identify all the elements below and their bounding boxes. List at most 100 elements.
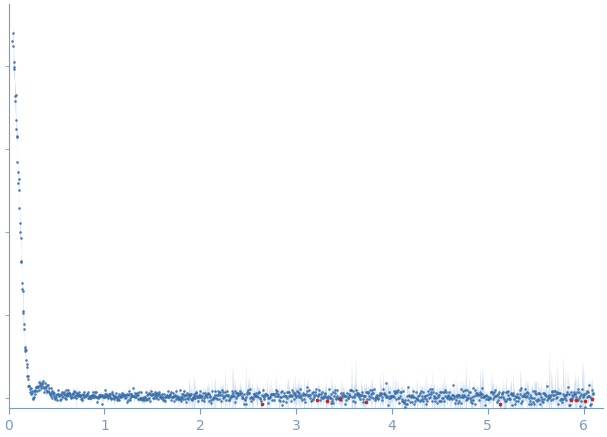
Point xyxy=(484,394,493,401)
Point xyxy=(387,393,396,400)
Point xyxy=(430,397,440,404)
Point xyxy=(401,401,411,408)
Point xyxy=(455,398,464,405)
Point xyxy=(143,392,152,399)
Point xyxy=(99,393,109,400)
Point xyxy=(395,388,405,395)
Point xyxy=(213,388,223,395)
Point xyxy=(569,388,579,395)
Point xyxy=(276,393,286,400)
Point xyxy=(358,395,368,402)
Point xyxy=(191,395,200,402)
Point xyxy=(327,398,337,405)
Point xyxy=(393,387,403,394)
Point xyxy=(409,393,419,400)
Point xyxy=(338,390,348,397)
Point xyxy=(293,392,302,399)
Point xyxy=(15,205,24,212)
Point xyxy=(392,388,402,395)
Point xyxy=(19,343,29,350)
Point xyxy=(129,393,139,400)
Point xyxy=(110,393,120,400)
Point xyxy=(549,388,559,395)
Point xyxy=(193,398,203,405)
Point xyxy=(361,388,371,395)
Point xyxy=(279,389,289,396)
Point xyxy=(319,392,329,399)
Point xyxy=(132,391,141,398)
Point xyxy=(383,402,393,409)
Point xyxy=(59,394,69,401)
Point xyxy=(223,392,233,399)
Point xyxy=(170,392,180,399)
Point xyxy=(255,395,265,402)
Point xyxy=(73,393,83,400)
Point xyxy=(407,392,417,399)
Point xyxy=(384,388,393,395)
Point xyxy=(376,391,385,398)
Point xyxy=(462,396,472,403)
Point xyxy=(51,392,61,399)
Point xyxy=(227,392,237,399)
Point xyxy=(463,392,473,399)
Point xyxy=(453,399,463,406)
Point xyxy=(300,392,310,399)
Point xyxy=(290,392,300,399)
Point xyxy=(512,394,521,401)
Point xyxy=(372,393,382,400)
Point xyxy=(279,393,288,400)
Point xyxy=(16,258,26,265)
Point xyxy=(247,395,257,402)
Point xyxy=(518,397,527,404)
Point xyxy=(277,388,287,395)
Point xyxy=(90,388,100,395)
Point xyxy=(474,397,484,404)
Point xyxy=(129,392,138,399)
Point xyxy=(10,59,19,66)
Point xyxy=(144,390,154,397)
Point xyxy=(347,393,357,400)
Point xyxy=(157,392,166,399)
Point xyxy=(253,389,263,396)
Point xyxy=(452,392,462,399)
Point xyxy=(543,394,553,401)
Point xyxy=(511,394,521,401)
Point xyxy=(118,391,127,398)
Point xyxy=(427,391,436,398)
Point xyxy=(44,385,53,392)
Point xyxy=(40,384,50,391)
Point xyxy=(269,397,279,404)
Point xyxy=(275,394,285,401)
Point xyxy=(205,393,215,400)
Point xyxy=(110,394,120,401)
Point xyxy=(47,390,56,397)
Point xyxy=(385,392,395,399)
Point xyxy=(581,389,591,396)
Point xyxy=(366,393,376,400)
Point xyxy=(169,393,178,400)
Point xyxy=(203,389,213,396)
Point xyxy=(298,392,308,399)
Point xyxy=(305,392,315,399)
Point xyxy=(371,393,381,400)
Point xyxy=(566,396,576,403)
Point xyxy=(450,394,459,401)
Point xyxy=(167,394,177,401)
Point xyxy=(490,392,500,399)
Point xyxy=(305,392,314,399)
Point xyxy=(475,388,485,395)
Point xyxy=(470,400,480,407)
Point xyxy=(106,394,116,401)
Point xyxy=(55,396,65,403)
Point xyxy=(286,392,296,399)
Point xyxy=(436,388,446,395)
Point xyxy=(572,388,582,395)
Point xyxy=(418,389,428,396)
Point xyxy=(106,396,116,403)
Point xyxy=(395,399,404,406)
Point xyxy=(135,396,145,403)
Point xyxy=(440,392,450,399)
Point xyxy=(480,393,490,400)
Point xyxy=(67,393,76,400)
Point xyxy=(420,393,430,400)
